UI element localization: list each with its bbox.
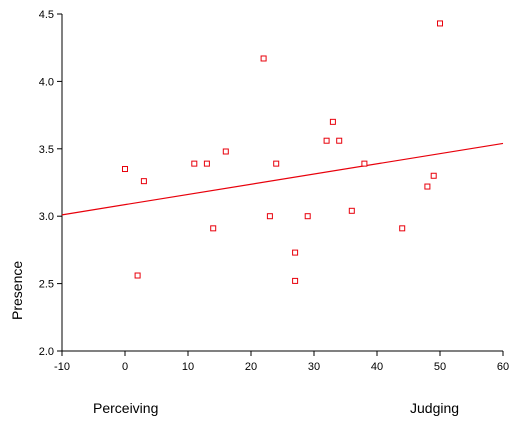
data-point	[329, 118, 336, 125]
y-tick-label: 2.0	[39, 346, 54, 358]
x-tick-label: 10	[182, 361, 194, 373]
data-point	[203, 160, 210, 167]
data-point	[304, 213, 311, 220]
y-tick-label: 2.5	[39, 279, 54, 291]
x-tick-label: 30	[308, 361, 320, 373]
x-tick-label: -10	[54, 361, 70, 373]
data-point	[361, 160, 368, 167]
data-point	[266, 213, 273, 220]
x-left-extreme-label: Perceiving	[93, 400, 158, 416]
x-tick-label: 50	[434, 361, 446, 373]
x-tick-label: 0	[122, 361, 128, 373]
x-axis-ticks: -10 0 10 20 30 40 50 60	[54, 351, 509, 373]
data-point	[336, 137, 343, 144]
data-point	[122, 166, 128, 173]
data-point	[210, 225, 217, 232]
y-tick-label: 4.5	[39, 9, 54, 21]
fit-line	[61, 142, 504, 216]
data-point	[348, 207, 355, 214]
data-point	[437, 20, 443, 27]
y-axis-ticks: 2.0 2.5 3.0 3.5 4.0 4.5	[39, 9, 62, 358]
plot-frame	[61, 14, 503, 352]
data-point	[292, 249, 299, 256]
data-point	[323, 137, 330, 144]
data-point	[134, 272, 141, 279]
data-point	[424, 183, 431, 190]
data-point	[430, 172, 437, 179]
y-tick-label: 4.0	[39, 76, 54, 88]
data-points	[122, 20, 443, 284]
y-axis-label: Presence	[9, 261, 25, 320]
fit-line-layer	[61, 142, 504, 216]
data-point	[273, 160, 280, 167]
data-point	[260, 55, 267, 62]
y-tick-label: 3.5	[39, 144, 54, 156]
data-point	[140, 178, 147, 185]
x-tick-label: 60	[497, 361, 509, 373]
y-tick-label: 3.0	[39, 211, 54, 223]
x-tick-label: 40	[371, 361, 383, 373]
data-point	[399, 225, 406, 232]
x-tick-label: 20	[245, 361, 257, 373]
x-right-extreme-label: Judging	[410, 400, 459, 416]
data-point	[191, 160, 198, 167]
data-point	[222, 148, 229, 155]
data-point	[292, 277, 299, 284]
